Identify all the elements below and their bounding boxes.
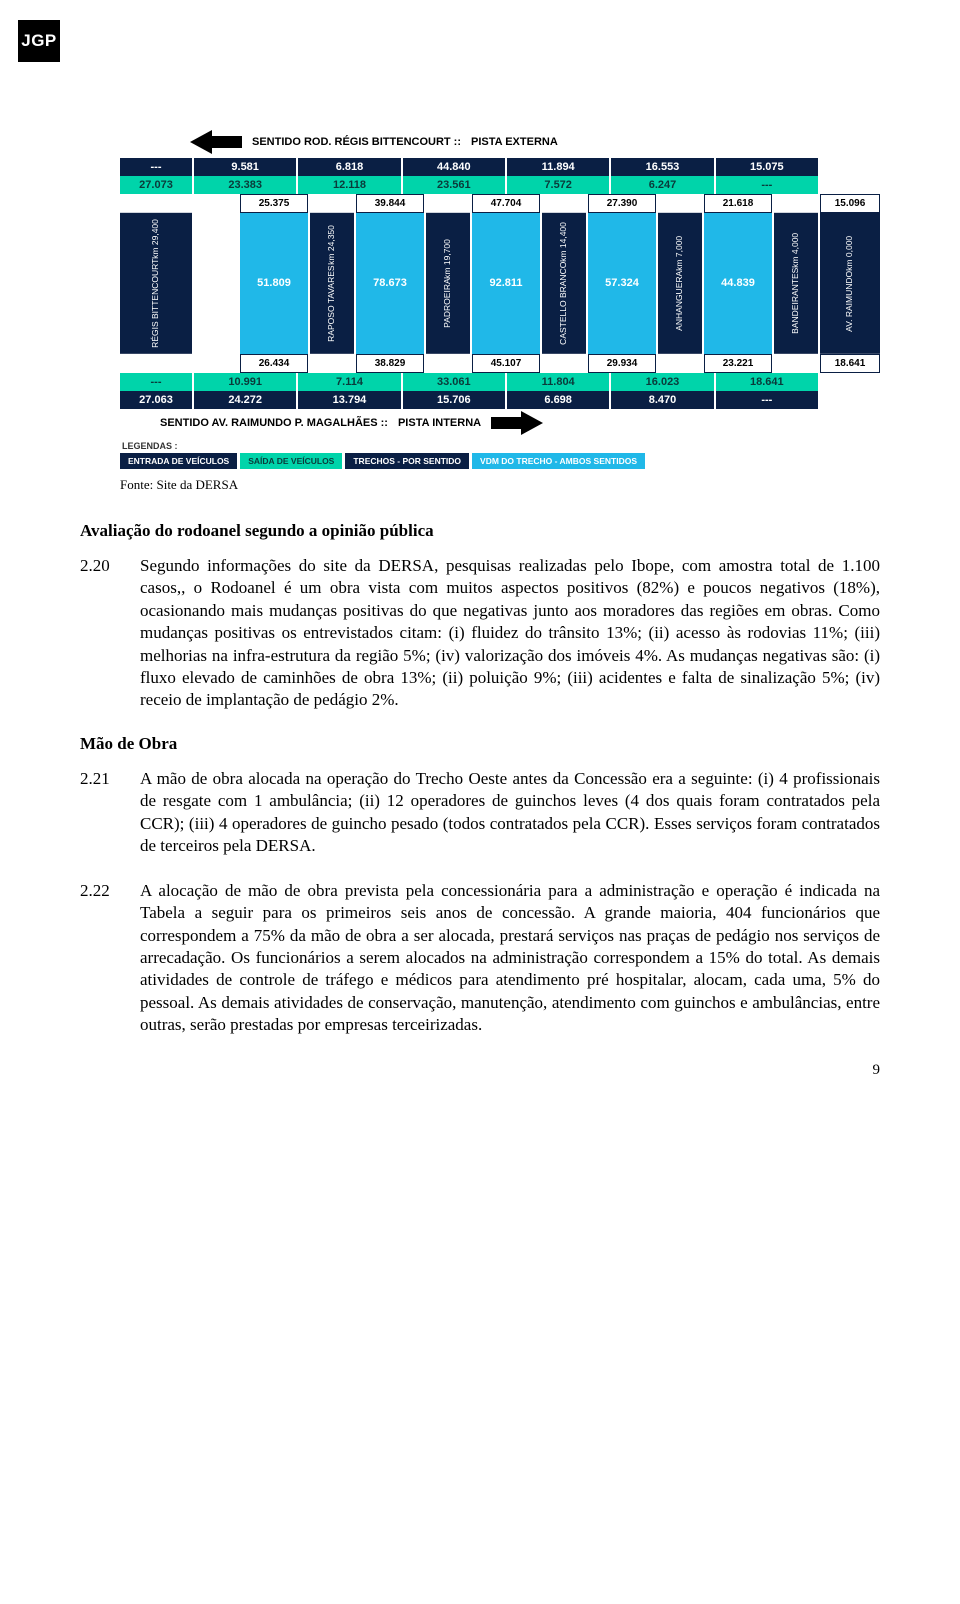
cell: 33.061 (403, 373, 505, 391)
cell: 16.553 (611, 158, 713, 176)
cell: 23.383 (194, 176, 296, 194)
legend-item: VDM DO TRECHO - AMBOS SENTIDOS (472, 453, 645, 469)
cell: 47.704 (472, 194, 540, 213)
legend-title: LEGENDAS : (122, 441, 880, 451)
row-middle: RÉGIS BITTENCOURT km 29,400 51.809 RAPOS… (120, 213, 880, 354)
legend-item: SAÍDA DE VEÍCULOS (240, 453, 342, 469)
cell: --- (120, 373, 192, 391)
cell: 15.075 (716, 158, 818, 176)
cell: 44.840 (403, 158, 505, 176)
cell: 6.698 (507, 391, 609, 409)
cell: 26.434 (240, 354, 308, 373)
para-number: 2.20 (80, 555, 122, 712)
row-bot-seg: 26.434 38.829 45.107 29.934 23.221 18.64… (120, 354, 880, 373)
para-body: Segundo informações do site da DERSA, pe… (140, 555, 880, 712)
cell: 8.470 (611, 391, 713, 409)
cell: 10.991 (194, 373, 296, 391)
cell: 18.641 (820, 354, 880, 373)
para-number: 2.21 (80, 768, 122, 858)
vdm-cell: 51.809 (240, 213, 308, 354)
vdm-cell: 92.811 (472, 213, 540, 354)
cell: 18.641 (716, 373, 818, 391)
cell: 39.844 (356, 194, 424, 213)
row-top-exit: 27.073 23.383 12.118 23.561 7.572 6.247 … (120, 176, 880, 194)
highway-pillar: RÉGIS BITTENCOURT km 29,400 (120, 213, 192, 354)
cell: 15.706 (403, 391, 505, 409)
cell: 27.390 (588, 194, 656, 213)
logo: JGP (18, 20, 60, 62)
para-body: A alocação de mão de obra prevista pela … (140, 880, 880, 1037)
vdm-cell: 78.673 (356, 213, 424, 354)
cell: 25.375 (240, 194, 308, 213)
cell: 6.818 (298, 158, 400, 176)
cell: --- (716, 391, 818, 409)
cell: 27.073 (120, 176, 192, 194)
diagram-caption: Fonte: Site da DERSA (120, 477, 880, 493)
cell: 16.023 (611, 373, 713, 391)
cell: --- (120, 158, 192, 176)
arrow-left-icon (190, 130, 212, 154)
paragraph-2-20: 2.20 Segundo informações do site da DERS… (80, 555, 880, 712)
cell: 6.247 (611, 176, 713, 194)
direction-bottom: SENTIDO AV. RAIMUNDO P. MAGALHÃES :: PIS… (160, 411, 880, 435)
highway-pillar: BANDEIRANTES km 4,000 (774, 213, 818, 354)
row-top-entry: --- 9.581 6.818 44.840 11.894 16.553 15.… (120, 158, 880, 176)
legend-item: ENTRADA DE VEÍCULOS (120, 453, 237, 469)
para-body: A mão de obra alocada na operação do Tre… (140, 768, 880, 858)
cell: 45.107 (472, 354, 540, 373)
highway-pillar: AV. RAIMUNDO km 0,000 (820, 213, 880, 354)
legend-item: TRECHOS - POR SENTIDO (345, 453, 469, 469)
direction-top: SENTIDO ROD. RÉGIS BITTENCOURT :: PISTA … (190, 130, 880, 154)
cell: 21.618 (704, 194, 772, 213)
direction-top-text2: PISTA EXTERNA (471, 136, 558, 148)
cell: 24.272 (194, 391, 296, 409)
legend: LEGENDAS : ENTRADA DE VEÍCULOS SAÍDA DE … (120, 441, 880, 469)
cell: 7.572 (507, 176, 609, 194)
cell: 11.804 (507, 373, 609, 391)
para-number: 2.22 (80, 880, 122, 1037)
highway-pillar: ANHANGUERA km 7,000 (658, 213, 702, 354)
row-bot-exit: --- 10.991 7.114 33.061 11.804 16.023 18… (120, 373, 880, 391)
cell: 11.894 (507, 158, 609, 176)
vdm-cell: 44.839 (704, 213, 772, 354)
arrow-right-icon (521, 411, 543, 435)
highway-pillar: RAPOSO TAVARES km 24,350 (310, 213, 354, 354)
row-bot-entry: 27.063 24.272 13.794 15.706 6.698 8.470 … (120, 391, 880, 409)
paragraph-2-22: 2.22 A alocação de mão de obra prevista … (80, 880, 880, 1037)
cell: 23.561 (403, 176, 505, 194)
page-number: 9 (873, 1062, 881, 1079)
cell: 13.794 (298, 391, 400, 409)
cell: 23.221 (704, 354, 772, 373)
direction-top-text1: SENTIDO ROD. RÉGIS BITTENCOURT :: (252, 136, 461, 148)
cell: 38.829 (356, 354, 424, 373)
section-heading: Mão de Obra (80, 734, 880, 754)
direction-bottom-text1: SENTIDO AV. RAIMUNDO P. MAGALHÃES :: (160, 417, 388, 429)
row-top-seg: 25.375 39.844 47.704 27.390 21.618 15.09… (120, 194, 880, 213)
cell: --- (716, 176, 818, 194)
paragraph-2-21: 2.21 A mão de obra alocada na operação d… (80, 768, 880, 858)
cell: 12.118 (298, 176, 400, 194)
cell: 7.114 (298, 373, 400, 391)
traffic-diagram: SENTIDO ROD. RÉGIS BITTENCOURT :: PISTA … (120, 130, 880, 469)
cell: 27.063 (120, 391, 192, 409)
direction-bottom-text2: PISTA INTERNA (398, 417, 481, 429)
cell: 15.096 (820, 194, 880, 213)
highway-pillar: PADROEIRA km 19,700 (426, 213, 470, 354)
vdm-cell: 57.324 (588, 213, 656, 354)
highway-pillar: CASTELLO BRANCO km 14,400 (542, 213, 586, 354)
section-heading: Avaliação do rodoanel segundo a opinião … (80, 521, 880, 541)
cell: 29.934 (588, 354, 656, 373)
cell: 9.581 (194, 158, 296, 176)
